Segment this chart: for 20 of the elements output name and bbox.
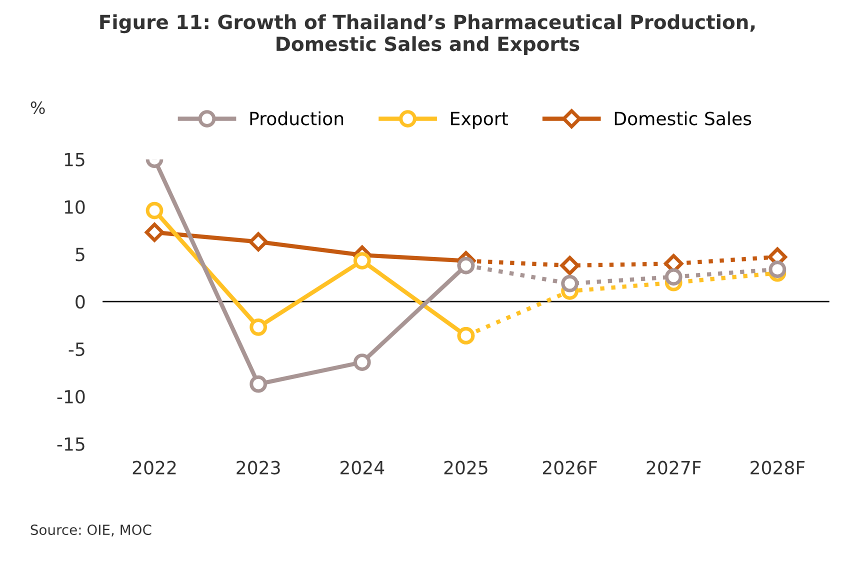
y-tick-label: -5	[68, 342, 84, 356]
chart-title: Figure 11: Growth of Thailand’s Pharmaceutical Production, Domestic Sales and Exports	[100, 14, 755, 55]
y-tick-label: -15	[57, 438, 84, 451]
y-tick-label: 5	[76, 248, 84, 262]
x-tick-label: 2024	[340, 460, 384, 474]
y-tick-label: 0	[76, 295, 85, 309]
x-tick-label: 2025	[444, 460, 488, 474]
y-axis-title: %	[30, 101, 45, 114]
y-tick-label: 15	[64, 153, 84, 166]
legend-label: Domestic Sales	[614, 111, 752, 126]
y-tick-label: 10	[64, 200, 85, 214]
legend-label: Export	[451, 112, 508, 129]
source-note: Source: OIE, MOC	[30, 524, 152, 536]
x-tick-label: 2028F	[750, 460, 805, 474]
y-tick-label: -10	[57, 390, 85, 404]
legend-label: Production	[250, 111, 344, 126]
x-tick-label: 2022	[132, 460, 176, 474]
x-tick-label: 2026F	[542, 460, 597, 474]
x-tick-label: 2027F	[646, 460, 701, 474]
x-tick-label: 2023	[236, 460, 280, 474]
